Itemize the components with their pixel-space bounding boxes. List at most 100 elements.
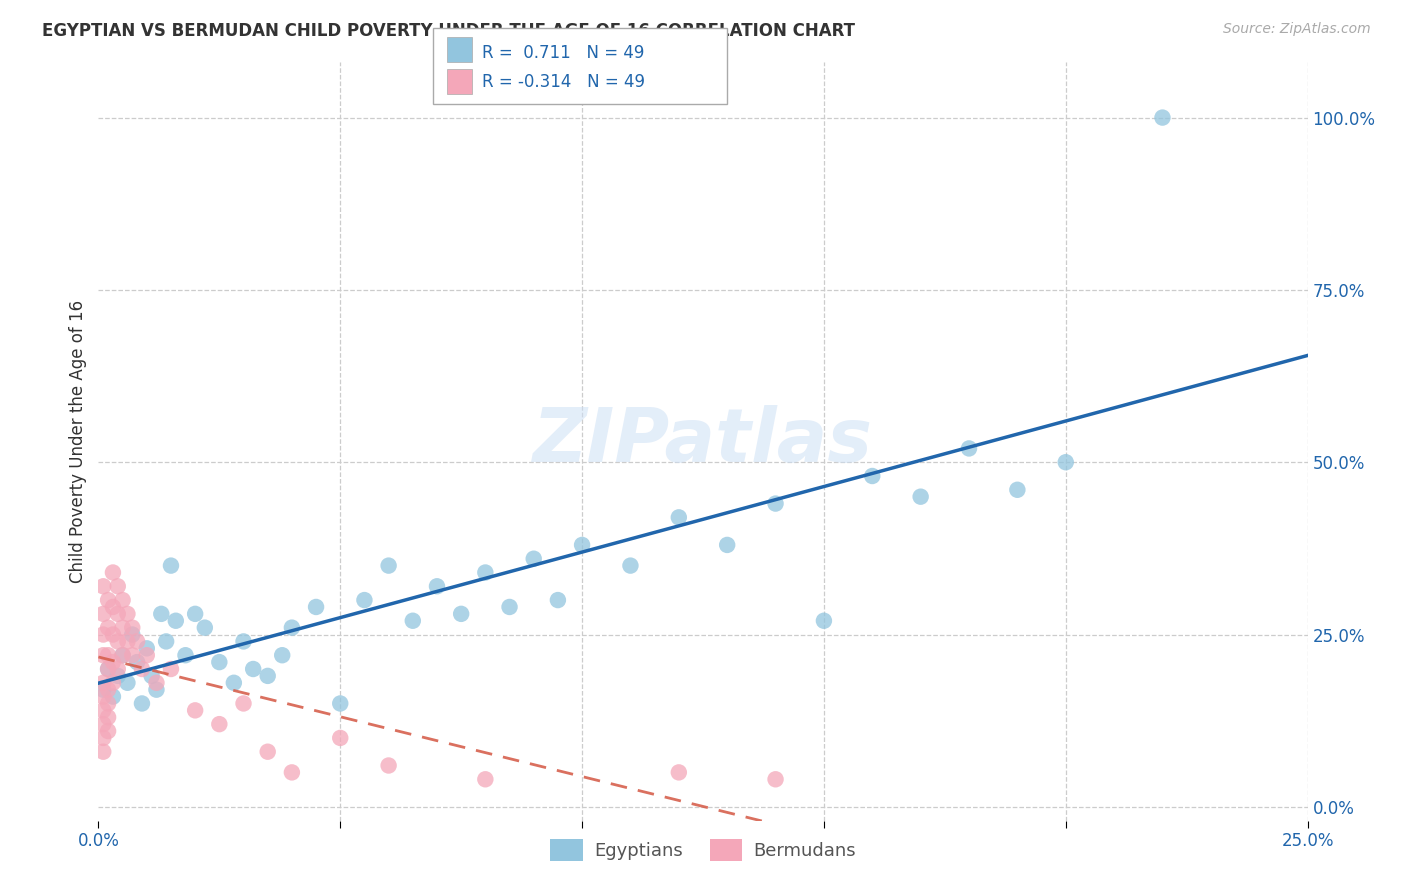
Point (91, 731, 114, 745)
Text: R = -0.314   N = 49: R = -0.314 N = 49 (482, 73, 645, 91)
Text: R =  0.711   N = 49: R = 0.711 N = 49 (482, 44, 644, 62)
Point (329, 697, 352, 711)
Point (135, 641, 157, 656)
Point (121, 627, 143, 641)
Point (91, 627, 114, 641)
Point (97, 724, 120, 739)
Text: ZIPatlas: ZIPatlas (533, 405, 873, 478)
Point (97, 621, 120, 635)
Point (402, 614, 425, 628)
Point (91, 579, 114, 593)
Point (97, 593, 120, 607)
Point (101, 599, 124, 614)
Point (523, 551, 546, 566)
Point (107, 669, 129, 683)
Point (208, 655, 231, 669)
Point (97, 662, 120, 676)
Point (97, 697, 120, 711)
Point (91, 690, 114, 704)
Point (117, 607, 139, 621)
Point (121, 621, 143, 635)
Point (111, 593, 134, 607)
Point (101, 566, 124, 580)
Point (111, 621, 134, 635)
Point (232, 697, 254, 711)
Point (101, 690, 124, 704)
Point (305, 599, 328, 614)
Point (145, 675, 167, 690)
Point (256, 745, 278, 759)
Point (117, 675, 139, 690)
Point (107, 607, 129, 621)
Point (474, 772, 496, 787)
Point (281, 765, 304, 780)
Point (131, 697, 153, 711)
Legend: Egyptians, Bermudans: Egyptians, Bermudans (543, 832, 863, 869)
Point (765, 772, 787, 787)
Point (256, 669, 278, 683)
Point (619, 558, 641, 573)
Point (242, 662, 264, 676)
Point (498, 599, 520, 614)
Point (668, 510, 690, 524)
Point (547, 593, 569, 607)
Point (474, 566, 496, 580)
Point (377, 558, 399, 573)
Point (184, 607, 207, 621)
Point (97, 710, 120, 724)
Point (765, 497, 787, 511)
Point (107, 579, 129, 593)
Point (450, 607, 472, 621)
Point (101, 655, 124, 669)
Point (668, 765, 690, 780)
Point (91, 607, 114, 621)
Point (165, 614, 187, 628)
Point (222, 675, 245, 690)
Point (232, 634, 254, 648)
Point (329, 731, 352, 745)
Point (91, 675, 114, 690)
Point (97, 648, 120, 663)
Point (97, 662, 120, 676)
Point (716, 538, 738, 552)
Point (957, 442, 980, 456)
Point (1152, 111, 1174, 125)
Point (117, 634, 139, 648)
Point (91, 717, 114, 731)
Point (111, 648, 134, 663)
Point (91, 703, 114, 717)
Point (160, 558, 183, 573)
Point (91, 682, 114, 697)
Point (860, 469, 883, 483)
Point (174, 648, 197, 663)
Point (91, 648, 114, 663)
Text: Source: ZipAtlas.com: Source: ZipAtlas.com (1223, 22, 1371, 37)
Point (813, 614, 835, 628)
Point (121, 648, 143, 663)
Point (910, 490, 932, 504)
Point (131, 662, 153, 676)
Point (1007, 483, 1029, 497)
Point (208, 717, 231, 731)
Point (1054, 455, 1077, 469)
Point (107, 634, 129, 648)
Point (271, 648, 294, 663)
Point (91, 745, 114, 759)
Point (281, 621, 304, 635)
Point (107, 662, 129, 676)
Point (353, 593, 375, 607)
Point (184, 703, 207, 717)
Point (101, 675, 124, 690)
Text: EGYPTIAN VS BERMUDAN CHILD POVERTY UNDER THE AGE OF 16 CORRELATION CHART: EGYPTIAN VS BERMUDAN CHILD POVERTY UNDER… (42, 22, 855, 40)
Point (141, 669, 163, 683)
Point (194, 621, 217, 635)
Point (426, 579, 449, 593)
Point (155, 634, 177, 648)
Point (101, 627, 124, 641)
Point (127, 634, 149, 648)
Point (377, 758, 399, 772)
Point (145, 682, 167, 697)
Point (160, 662, 183, 676)
Point (111, 648, 134, 663)
Point (127, 655, 149, 669)
